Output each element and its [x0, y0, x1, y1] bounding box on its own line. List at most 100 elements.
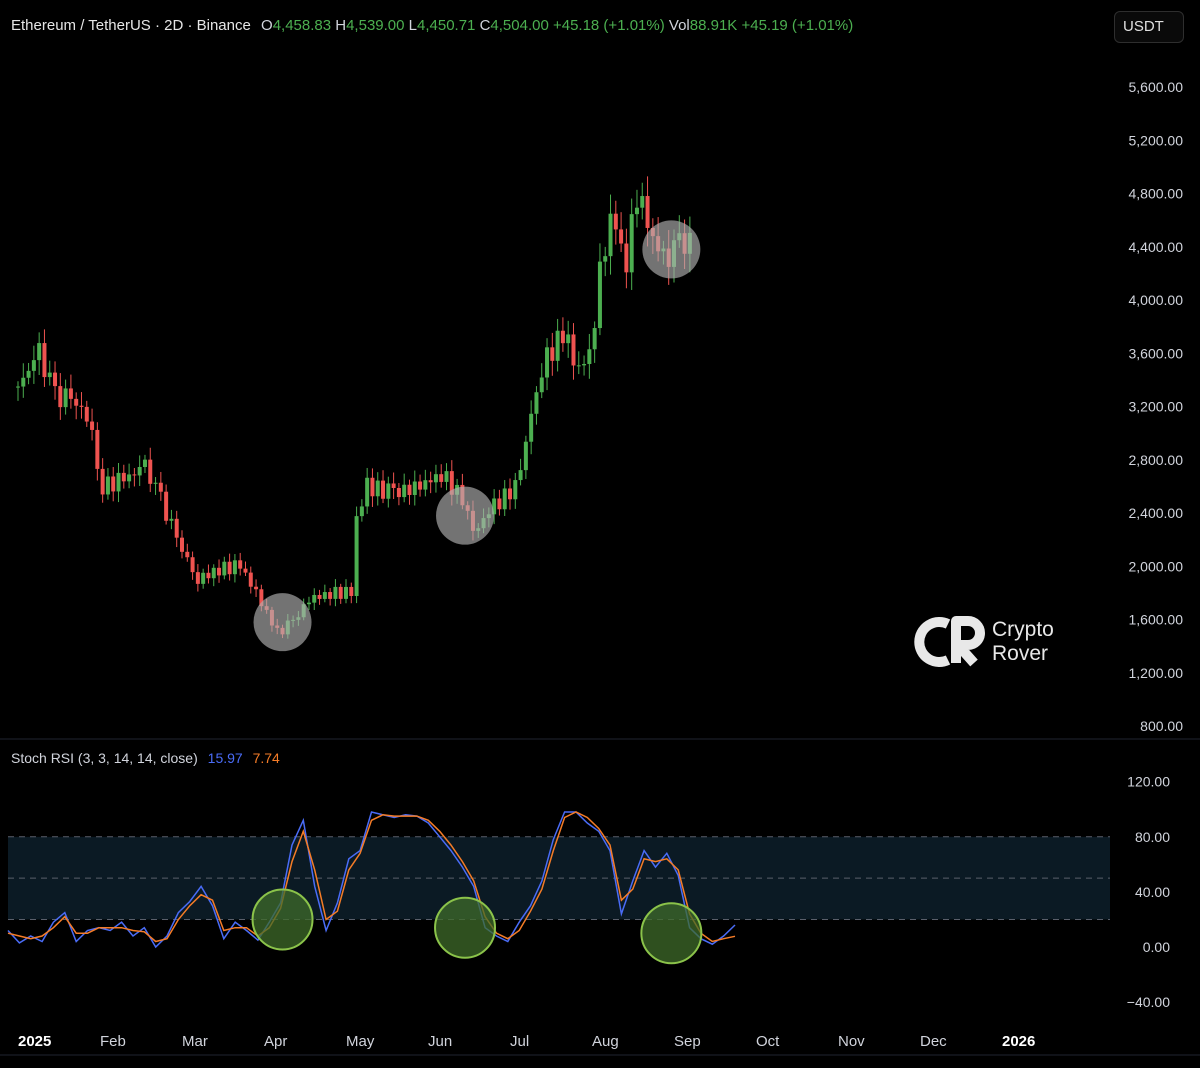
- candle-body: [566, 334, 571, 344]
- low-value: 4,450.71: [417, 17, 476, 34]
- candle-body: [624, 243, 629, 273]
- candle-body: [211, 567, 216, 579]
- candle-body: [105, 476, 110, 495]
- candle-body: [354, 516, 359, 597]
- candle-body: [206, 572, 211, 579]
- stoch-d-value: 7.74: [252, 750, 280, 766]
- price-tick-label: 2,000.00: [1129, 558, 1184, 574]
- candle-body: [428, 480, 433, 483]
- candle-body: [529, 413, 534, 442]
- price-highlight-circle: [642, 220, 701, 279]
- candle-body: [84, 406, 89, 422]
- candle-body: [127, 474, 132, 482]
- time-tick-label: 2026: [1002, 1033, 1035, 1050]
- candle-body: [508, 488, 512, 500]
- candle-body: [608, 213, 613, 257]
- candle-body: [677, 233, 682, 241]
- candle-body: [502, 488, 507, 510]
- time-tick-label: Jun: [428, 1033, 452, 1050]
- time-tick-label: Sep: [674, 1033, 701, 1050]
- candle-body: [248, 572, 253, 587]
- candle-body: [137, 467, 142, 476]
- price-highlight-circle: [253, 593, 312, 652]
- candle-body: [201, 572, 206, 584]
- candle-body: [74, 398, 79, 406]
- candle-body: [433, 474, 438, 483]
- price-tick-label: 5,200.00: [1129, 132, 1184, 148]
- high-label: H: [335, 17, 347, 34]
- time-tick-label: Oct: [756, 1033, 780, 1050]
- candle-body: [523, 441, 528, 471]
- currency-button[interactable]: USDT: [1114, 11, 1184, 43]
- candle-body: [21, 377, 26, 387]
- symbol-name: Ethereum / TetherUS · 2D · Binance: [11, 17, 251, 34]
- time-tick-label: 2025: [18, 1033, 51, 1050]
- stoch-tick-label: 120.00: [1127, 774, 1170, 790]
- candle-body: [587, 349, 592, 364]
- candle-body: [153, 482, 158, 484]
- candle-body: [174, 518, 179, 538]
- candle-body: [613, 213, 618, 230]
- candle-body: [597, 261, 602, 329]
- candle-body: [619, 229, 624, 244]
- stoch-band-fill: [8, 836, 1110, 920]
- watermark-line1: Crypto: [992, 618, 1054, 641]
- candle-body: [285, 620, 290, 635]
- candle-body: [687, 232, 692, 254]
- stoch-k-line: [7, 811, 736, 949]
- price-tick-label: 2,800.00: [1129, 452, 1184, 468]
- candle-body: [444, 471, 449, 482]
- candle-body: [37, 343, 42, 361]
- price-tick-label: 4,800.00: [1129, 186, 1184, 202]
- candle-body: [381, 480, 386, 499]
- time-tick-label: Mar: [182, 1033, 208, 1050]
- watermark-line2: Rover: [992, 642, 1049, 665]
- time-tick-label: Aug: [592, 1033, 619, 1050]
- symbol-ohlc-header: Ethereum / TetherUS · 2D · Binance O4,45…: [11, 17, 853, 34]
- watermark-text: Crypto Rover: [992, 618, 1054, 666]
- candle-body: [195, 572, 200, 584]
- candle-body: [217, 567, 222, 576]
- stoch-rsi-label: Stoch RSI (3, 3, 14, 14, close): [11, 750, 198, 766]
- candle-body: [560, 330, 565, 344]
- volume-value: 88.91K: [689, 17, 738, 34]
- candle-body: [534, 392, 539, 414]
- close-label: C: [479, 17, 491, 34]
- price-highlight-circle: [436, 486, 495, 545]
- candle-body: [460, 484, 465, 506]
- candle-body: [592, 328, 597, 350]
- price-tick-label: 1,200.00: [1129, 665, 1184, 681]
- candle-body: [386, 483, 391, 499]
- stoch-highlight-circle: [251, 888, 314, 951]
- candle-body: [672, 240, 676, 267]
- candle-body: [227, 561, 232, 575]
- price-tick-label: 800.00: [1140, 718, 1183, 734]
- candle-body: [439, 474, 444, 482]
- candle-body: [180, 537, 184, 552]
- candle-body: [576, 365, 581, 367]
- candle-body: [254, 586, 259, 590]
- high-value: 4,539.00: [346, 17, 405, 34]
- candle-body: [492, 498, 497, 515]
- candle-body: [391, 483, 396, 488]
- stoch-highlight-circle: [640, 902, 703, 965]
- candle-body: [666, 248, 671, 267]
- candle-body: [317, 594, 322, 599]
- candle-body: [306, 602, 311, 605]
- candle-body: [53, 372, 58, 387]
- stoch-tick-label: −40.00: [1127, 994, 1170, 1010]
- candle-body: [259, 589, 264, 607]
- candle-body: [269, 609, 274, 626]
- price-tick-label: 3,600.00: [1129, 345, 1184, 361]
- candle-body: [31, 360, 36, 371]
- candle-body: [169, 518, 174, 521]
- open-value: 4,458.83: [272, 17, 332, 34]
- stoch-tick-label: 80.00: [1135, 829, 1170, 845]
- candle-body: [95, 429, 100, 469]
- candle-body: [349, 586, 354, 597]
- crypto-rover-logo-icon: [914, 616, 985, 667]
- volume-label: Vol: [668, 17, 690, 34]
- candle-body: [412, 481, 417, 495]
- candle-body: [449, 471, 454, 495]
